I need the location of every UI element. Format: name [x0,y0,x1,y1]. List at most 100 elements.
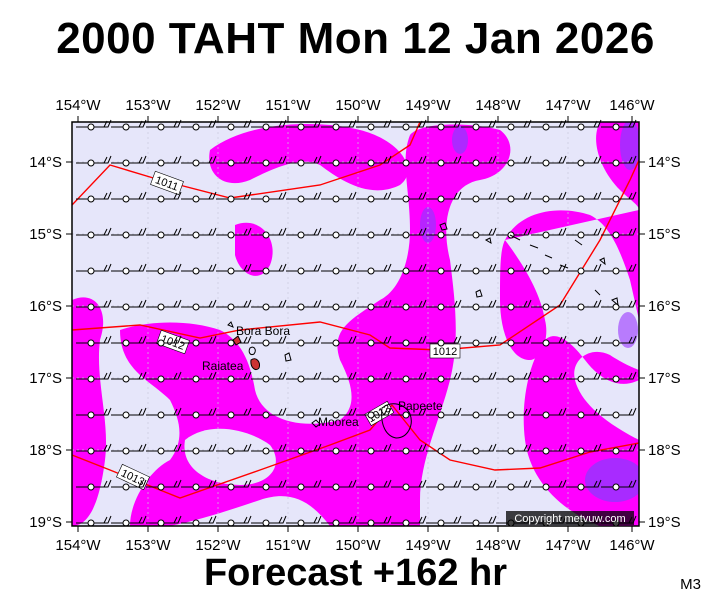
copyright-box [506,511,634,525]
wind-barb [286,263,322,275]
wind-barb [111,371,147,383]
lat-label-left: 18°S [29,442,62,459]
wind-barb [391,155,427,167]
wind-barb [181,443,217,455]
wind-barb [426,227,462,239]
wind-barb [461,191,497,203]
lat-label-right: 19°S [648,514,681,531]
place-raiatea: Raiatea [202,359,244,373]
wind-barb [216,227,252,239]
wind-barb [531,191,567,203]
wind-barb [146,191,182,203]
wind-barb [531,335,567,347]
wind-barb [496,299,532,311]
wind-barb [496,191,532,203]
left-latitude-labels: 14°S 15°S 16°S 17°S 18°S 19°S [29,154,62,531]
place-bora-bora: Bora Bora [236,324,290,338]
lat-label-right: 16°S [648,298,681,315]
wind-barb [356,407,392,419]
lon-label-top: 149°W [405,97,451,114]
wind-barb [356,227,392,239]
wind-barb [531,263,567,275]
wind-barb [111,155,147,167]
wind-barb [496,479,532,491]
wind-barb [321,479,357,491]
wind-barb [426,479,462,491]
wind-barb [251,335,287,347]
place-papeete: Papeete [398,399,443,413]
wind-barb [286,299,322,311]
wind-barb [111,299,147,311]
wind-barb [461,407,497,419]
lon-label-top: 148°W [475,97,521,114]
top-longitude-labels: 154°W 153°W 152°W 151°W 150°W 149°W 148°… [55,97,655,114]
wind-barb [531,443,567,455]
wind-barb [391,515,427,527]
wind-barb [286,335,322,347]
wind-barb [601,299,637,311]
wind-barb [601,191,637,203]
wind-barb [286,191,322,203]
wind-barb [146,443,182,455]
wind-barb [531,227,567,239]
wind-barb [321,443,357,455]
wind-barb [566,155,602,167]
lat-label-right: 14°S [648,154,681,171]
wind-barb [181,227,217,239]
wind-barb [601,407,637,419]
wind-barb [76,407,112,419]
lon-label-top: 147°W [545,97,591,114]
wind-barb [146,371,182,383]
wind-barb [531,155,567,167]
wind-barb [356,299,392,311]
wind-barb [566,299,602,311]
wind-barb [461,371,497,383]
wind-barb [181,155,217,167]
wind-barb [496,155,532,167]
wind-barb [111,119,147,131]
wind-barb [286,155,322,167]
bottom-longitude-labels: 154°W 153°W 152°W 151°W 150°W 149°W 148°… [55,537,655,554]
wind-barb [356,479,392,491]
wind-barb [146,227,182,239]
lat-label-right: 18°S [648,442,681,459]
wind-barb [426,155,462,167]
wind-barb [251,479,287,491]
wind-barb [286,227,322,239]
wind-barb [356,191,392,203]
wind-barb [461,263,497,275]
lat-label-left: 15°S [29,226,62,243]
wind-barb [566,263,602,275]
wind-barb [566,443,602,455]
wind-barb [321,407,357,419]
lon-label-top: 150°W [335,97,381,114]
wind-barb [216,407,252,419]
islands [227,222,619,439]
wind-barb [496,443,532,455]
wind-barb [391,263,427,275]
wind-barb [461,227,497,239]
copyright-text: Copyright metvuw.com [514,513,625,525]
lon-label-bottom: 147°W [545,537,591,554]
wind-barb [146,263,182,275]
wind-barb [356,371,392,383]
lon-label-top: 146°W [609,97,655,114]
wind-barb [321,335,357,347]
wind-barb [461,443,497,455]
wind-barb [496,335,532,347]
lon-label-bottom: 153°W [125,537,171,554]
wind-barb [496,371,532,383]
wind-barb [426,191,462,203]
wind-barb [251,155,287,167]
wind-barb [181,515,217,527]
wind-barb [181,299,217,311]
wind-barb [76,371,112,383]
lon-label-bottom: 150°W [335,537,381,554]
wind-barb [601,335,637,347]
wind-barb [426,443,462,455]
wind-barb [286,371,322,383]
wind-barb [461,299,497,311]
wind-barb [181,407,217,419]
wind-barb [321,227,357,239]
wind-barb [181,479,217,491]
